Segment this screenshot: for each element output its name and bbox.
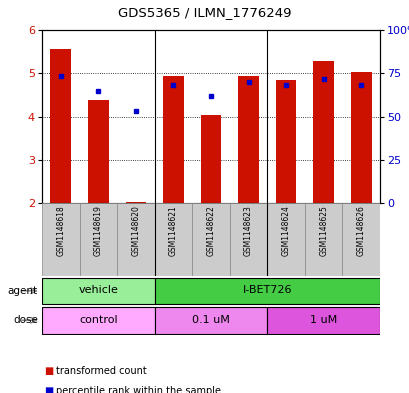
Text: 1 uM: 1 uM [309,315,337,325]
Bar [42,307,154,334]
Bar [304,203,342,276]
Bar [125,202,146,203]
Text: GSM1148624: GSM1148624 [281,206,290,256]
Text: GSM1148623: GSM1148623 [243,206,252,256]
Bar [342,203,379,276]
Bar [312,61,333,203]
Text: I-BET726: I-BET726 [242,285,291,295]
Text: GDS5365 / ILMN_1776249: GDS5365 / ILMN_1776249 [118,6,291,19]
Bar [238,75,258,203]
Text: control: control [79,315,117,325]
Bar [50,49,71,203]
Bar [229,203,267,276]
Text: GSM1148621: GSM1148621 [169,206,178,256]
Text: GSM1148618: GSM1148618 [56,206,65,256]
Text: GSM1148626: GSM1148626 [356,206,365,256]
Text: percentile rank within the sample: percentile rank within the sample [56,386,221,393]
Text: GSM1148625: GSM1148625 [318,206,327,256]
Bar [154,307,267,334]
Text: ■: ■ [44,366,53,376]
Bar [267,203,304,276]
Bar [117,203,154,276]
Bar [42,277,154,304]
Text: agent: agent [8,286,38,296]
Bar [42,203,79,276]
Bar [350,72,371,203]
Text: GSM1148622: GSM1148622 [206,206,215,256]
Text: GSM1148620: GSM1148620 [131,206,140,256]
Text: ■: ■ [44,386,53,393]
Bar [154,203,192,276]
Text: 0.1 uM: 0.1 uM [191,315,229,325]
Text: vehicle: vehicle [78,285,118,295]
Text: GSM1148619: GSM1148619 [94,206,103,256]
Bar [163,76,183,203]
Bar [275,80,296,203]
Bar [192,203,229,276]
Bar [200,116,221,203]
Bar [267,307,379,334]
Text: dose: dose [13,315,38,325]
Text: transformed count: transformed count [56,366,147,376]
Bar [154,277,379,304]
Bar [88,100,108,203]
Bar [79,203,117,276]
